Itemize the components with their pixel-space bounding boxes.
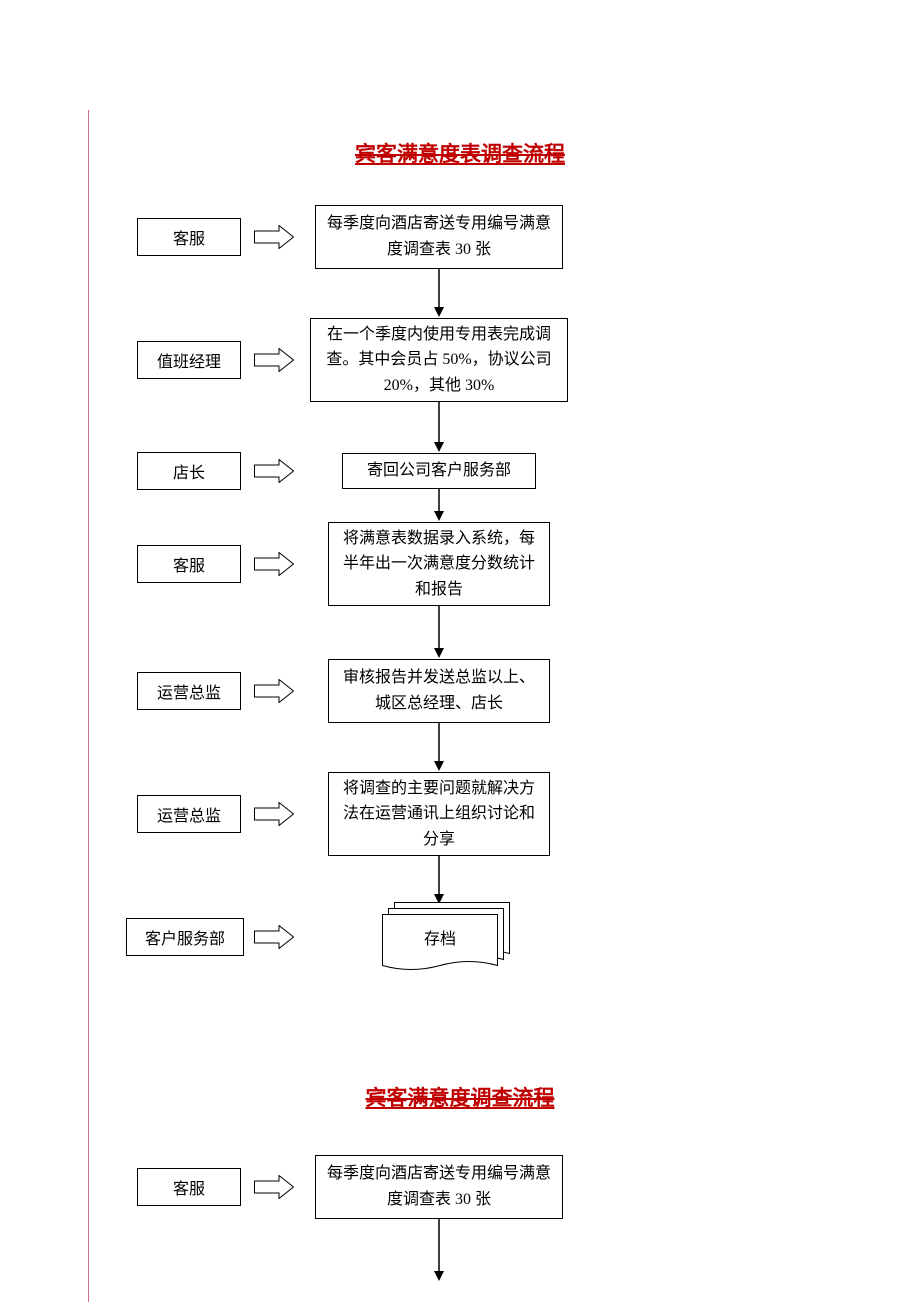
role-label: 客服 bbox=[173, 225, 205, 249]
step-box: 审核报告并发送总监以上、城区总经理、店长 bbox=[328, 659, 550, 723]
arrow-right-icon bbox=[254, 1175, 294, 1199]
step-box: 在一个季度内使用专用表完成调查。其中会员占 50%，协议公司 20%，其他 30… bbox=[310, 318, 568, 402]
step-box: 将满意表数据录入系统，每半年出一次满意度分数统计和报告 bbox=[328, 522, 550, 606]
role-box: 店长 bbox=[137, 452, 241, 490]
step-box: 将调查的主要问题就解决方法在运营通讯上组织讨论和分享 bbox=[328, 772, 550, 856]
role-box: 值班经理 bbox=[137, 341, 241, 379]
step-box: 每季度向酒店寄送专用编号满意度调查表 30 张 bbox=[315, 1155, 563, 1219]
arrow-down-icon bbox=[431, 402, 447, 452]
step-text: 将满意表数据录入系统，每半年出一次满意度分数统计和报告 bbox=[339, 526, 539, 603]
role-box: 运营总监 bbox=[137, 672, 241, 710]
step-text: 每季度向酒店寄送专用编号满意度调查表 30 张 bbox=[326, 1161, 552, 1212]
step-box: 寄回公司客户服务部 bbox=[342, 453, 536, 489]
archive-doc-icon: 存档 bbox=[382, 902, 510, 974]
role-label: 客户服务部 bbox=[145, 925, 225, 949]
step-text: 在一个季度内使用专用表完成调查。其中会员占 50%，协议公司 20%，其他 30… bbox=[321, 322, 557, 399]
role-label: 客服 bbox=[173, 1175, 205, 1199]
role-label: 店长 bbox=[173, 459, 205, 483]
page: 宾客满意度表调查流程 宾客满意度调查流程 客服 值班经理 店长 客服 运营总监 … bbox=[0, 0, 920, 1302]
step-text: 审核报告并发送总监以上、城区总经理、店长 bbox=[339, 665, 539, 716]
step-text: 将调查的主要问题就解决方法在运营通讯上组织讨论和分享 bbox=[339, 776, 539, 853]
arrow-right-icon bbox=[254, 225, 294, 249]
role-label: 运营总监 bbox=[157, 802, 221, 826]
arrow-right-icon bbox=[254, 348, 294, 372]
role-label: 运营总监 bbox=[157, 679, 221, 703]
svg-text:存档: 存档 bbox=[424, 930, 456, 948]
role-box: 客服 bbox=[137, 545, 241, 583]
arrow-down-icon bbox=[431, 489, 447, 521]
role-label: 客服 bbox=[173, 552, 205, 576]
role-box: 运营总监 bbox=[137, 795, 241, 833]
role-box: 客服 bbox=[137, 1168, 241, 1206]
title-2: 宾客满意度调查流程 bbox=[0, 1082, 920, 1112]
step-text: 寄回公司客户服务部 bbox=[367, 458, 511, 484]
step-text: 每季度向酒店寄送专用编号满意度调查表 30 张 bbox=[326, 211, 552, 262]
arrow-down-icon bbox=[431, 606, 447, 658]
arrow-down-icon bbox=[431, 723, 447, 771]
arrow-right-icon bbox=[254, 925, 294, 949]
arrow-right-icon bbox=[254, 679, 294, 703]
left-margin-line bbox=[88, 110, 89, 1302]
arrow-down-icon bbox=[431, 1219, 447, 1281]
role-box: 客户服务部 bbox=[126, 918, 244, 956]
arrow-down-icon bbox=[431, 269, 447, 317]
arrow-down-icon bbox=[431, 856, 447, 904]
role-label: 值班经理 bbox=[157, 348, 221, 372]
title-1: 宾客满意度表调查流程 bbox=[0, 138, 920, 168]
arrow-right-icon bbox=[254, 552, 294, 576]
arrow-right-icon bbox=[254, 459, 294, 483]
step-box: 每季度向酒店寄送专用编号满意度调查表 30 张 bbox=[315, 205, 563, 269]
arrow-right-icon bbox=[254, 802, 294, 826]
role-box: 客服 bbox=[137, 218, 241, 256]
